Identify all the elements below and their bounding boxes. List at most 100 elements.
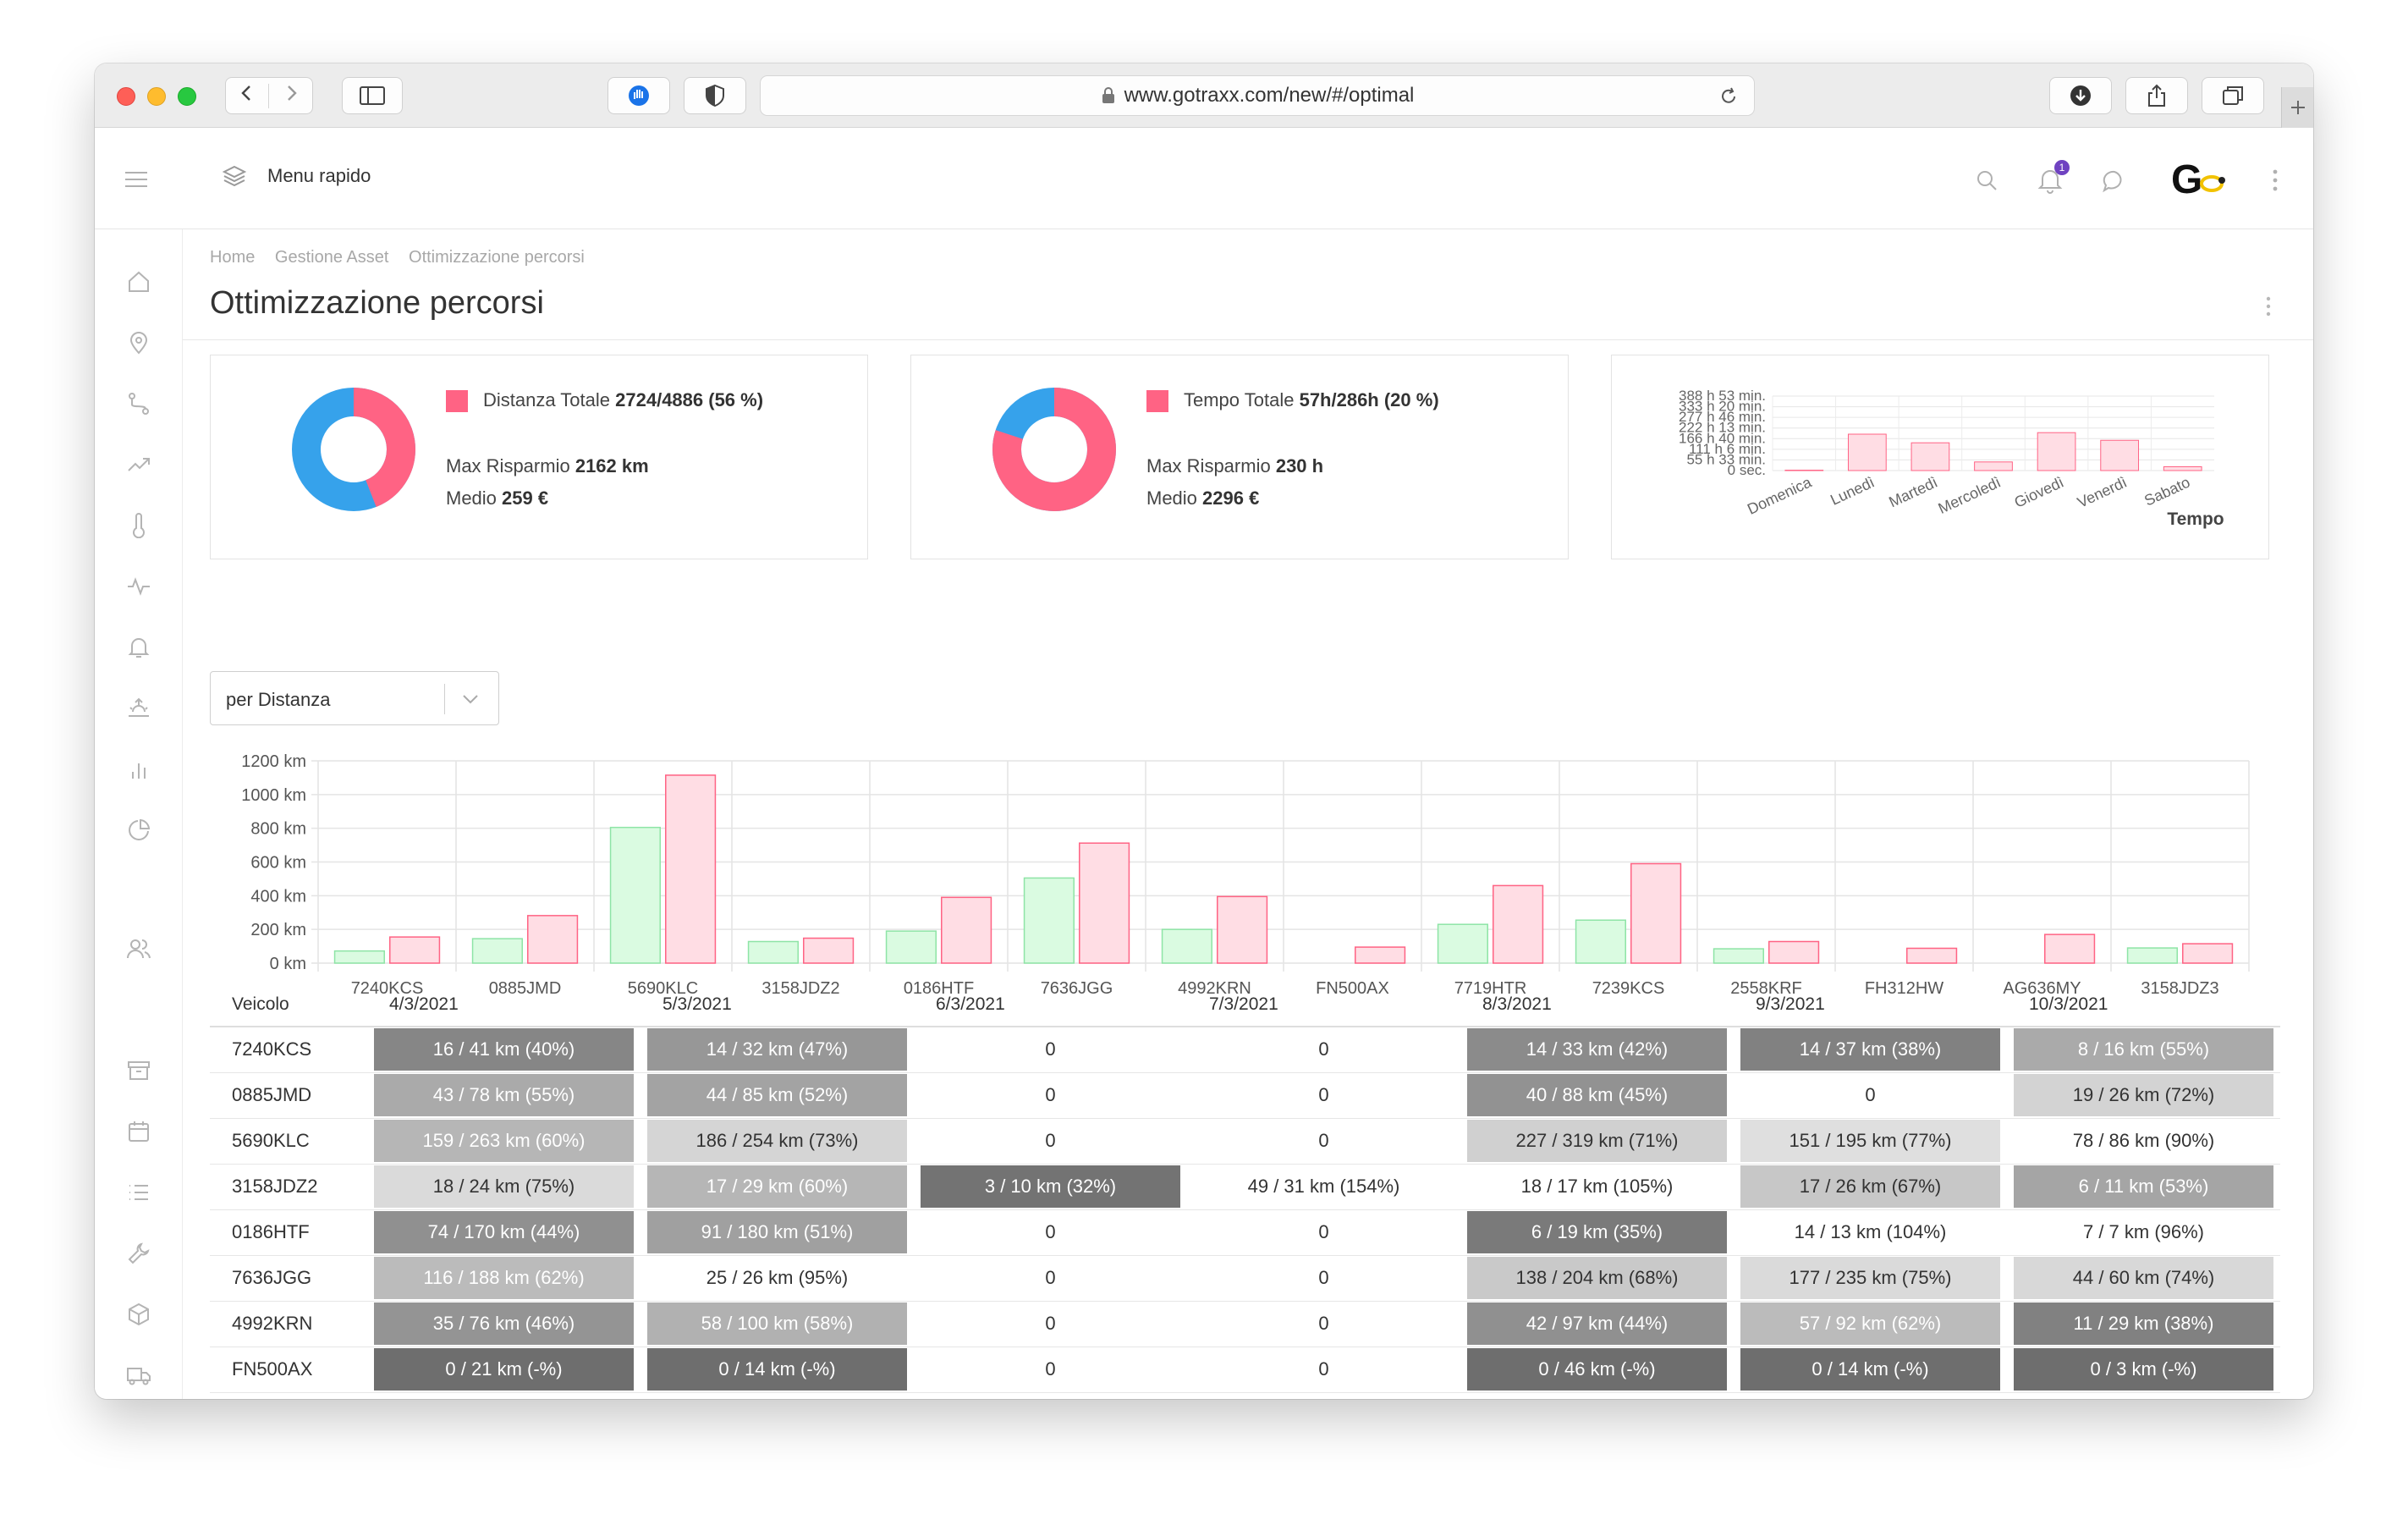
table-row: 4992KRN 35 / 76 km (46%) 58 / 100 km (58%)… bbox=[210, 1301, 2280, 1347]
back-arrow-icon[interactable] bbox=[226, 83, 269, 108]
sidebar-item-map[interactable] bbox=[122, 326, 156, 360]
address-bar[interactable]: www.gotraxx.com/new/#/optimal bbox=[760, 75, 1755, 116]
actual-distance-bar bbox=[1630, 862, 1682, 964]
distance-cell-value: 0 bbox=[1865, 1084, 1876, 1105]
distance-cell-value: 17 / 26 km (67%) bbox=[1740, 1165, 2000, 1208]
distance-saving-label: Max Risparmio bbox=[446, 455, 570, 476]
sidebar-item-users[interactable] bbox=[122, 932, 156, 966]
distance-cell: 57 / 92 km (62%) bbox=[1734, 1301, 2007, 1347]
activity-icon bbox=[128, 577, 150, 596]
breadcrumb-home[interactable]: Home bbox=[210, 248, 256, 267]
share-button[interactable] bbox=[2125, 77, 2188, 114]
distance-cell: 0 bbox=[914, 1255, 1187, 1302]
distance-cell: 0 bbox=[1187, 1027, 1460, 1073]
sidebar-item-temperature[interactable] bbox=[122, 509, 156, 542]
table-row: 7636JGG 116 / 188 km (62%) 25 / 26 km (95%… bbox=[210, 1255, 2280, 1302]
page-title: Ottimizzazione percorsi bbox=[210, 285, 544, 321]
distance-cell-value: 151 / 195 km (77%) bbox=[1740, 1120, 2000, 1162]
table-row: 0186HTF 74 / 170 km (44%) 91 / 180 km (51%… bbox=[210, 1209, 2280, 1256]
new-tab-button[interactable] bbox=[2281, 87, 2313, 128]
table-row: 3158JDZ2 18 / 24 km (75%) 17 / 29 km (60%)… bbox=[210, 1164, 2280, 1210]
sidebar-item-tools[interactable] bbox=[122, 1236, 156, 1270]
distance-cell-value: 78 / 86 km (90%) bbox=[2072, 1130, 2215, 1151]
sidebar-item-stats[interactable] bbox=[122, 752, 156, 786]
distance-cell: 14 / 37 km (38%) bbox=[1734, 1027, 2007, 1073]
url-text: www.gotraxx.com/new/#/optimal bbox=[1124, 84, 1415, 107]
time-total-line: Tempo Totale 57h/286h (20 %) bbox=[1146, 389, 1439, 413]
sidebar-item-archive[interactable] bbox=[122, 1054, 156, 1088]
sidebar-item-sunrise[interactable] bbox=[122, 691, 156, 725]
privacy-button[interactable] bbox=[684, 77, 746, 114]
distance-cell: 17 / 29 km (60%) bbox=[640, 1164, 914, 1210]
distance-cell-value: 7 / 7 km (96%) bbox=[2082, 1221, 2205, 1242]
actual-distance-bar bbox=[389, 936, 441, 964]
chat-icon[interactable] bbox=[2102, 168, 2127, 194]
metric-selector[interactable]: per Distanza bbox=[210, 671, 499, 725]
notification-badge: 1 bbox=[2054, 160, 2070, 175]
sidebar-icon bbox=[360, 86, 385, 105]
distance-avg-label: Medio bbox=[446, 487, 497, 509]
distance-cell-value: 40 / 88 km (45%) bbox=[1467, 1074, 1727, 1116]
distance-cell: 40 / 88 km (45%) bbox=[1460, 1072, 1734, 1119]
actual-distance-bar bbox=[1906, 947, 1958, 964]
notifications-button[interactable]: 1 bbox=[2037, 160, 2070, 197]
distance-saving-line: Max Risparmio 2162 km bbox=[446, 455, 649, 477]
time-avg-line: Medio 2296 € bbox=[1146, 487, 1259, 509]
vehicle-cell: 7240KCS bbox=[210, 1027, 367, 1073]
distance-cell-value: 0 bbox=[1318, 1358, 1329, 1380]
actual-distance-bar bbox=[1355, 946, 1406, 964]
distance-cell-value: 0 bbox=[1318, 1130, 1329, 1151]
quick-menu-button[interactable]: Menu rapido bbox=[222, 163, 371, 189]
distance-cell-value: 14 / 13 km (104%) bbox=[1794, 1221, 1947, 1242]
sidebar-item-alerts[interactable] bbox=[122, 631, 156, 664]
distance-kpi-card: Distanza Totale 2724/4886 (56 %) Max Ris… bbox=[210, 355, 868, 559]
optimized-distance-bar bbox=[471, 938, 523, 964]
sidebar-item-home[interactable] bbox=[122, 265, 156, 299]
extension-button[interactable] bbox=[607, 77, 670, 114]
distance-main-slice bbox=[292, 388, 415, 511]
reload-icon[interactable] bbox=[1718, 86, 1739, 107]
minimize-window-button[interactable] bbox=[147, 87, 166, 106]
sidebar-item-reports[interactable] bbox=[122, 813, 156, 847]
distance-cell-value: 49 / 31 km (154%) bbox=[1247, 1176, 1400, 1197]
table-row: 7240KCS 16 / 41 km (40%) 14 / 32 km (47%) 0… bbox=[210, 1027, 2280, 1073]
distance-cell: 0 bbox=[1187, 1209, 1460, 1256]
distance-cell-value: 0 bbox=[1318, 1084, 1329, 1105]
breadcrumb-asset[interactable]: Gestione Asset bbox=[274, 248, 389, 267]
weekday-label: Giovedì bbox=[2012, 473, 2067, 510]
tabs-overview-button[interactable] bbox=[2202, 77, 2264, 114]
distance-cell-value: 58 / 100 km (58%) bbox=[647, 1302, 907, 1345]
sidebar-item-fleet[interactable] bbox=[122, 1358, 156, 1392]
sidebar-toggle-button[interactable] bbox=[342, 77, 403, 114]
chevron-down-icon bbox=[463, 695, 478, 704]
sidebar-item-calendar[interactable] bbox=[122, 1115, 156, 1148]
downloads-button[interactable] bbox=[2049, 77, 2112, 114]
legend-swatch bbox=[1146, 390, 1168, 413]
distance-cell: 74 / 170 km (44%) bbox=[367, 1209, 640, 1256]
distance-cell-value: 43 / 78 km (55%) bbox=[374, 1074, 634, 1116]
close-window-button[interactable] bbox=[117, 87, 135, 106]
distance-cell: 18 / 24 km (75%) bbox=[367, 1164, 640, 1210]
sidebar-item-routes[interactable] bbox=[122, 387, 156, 421]
distance-cell-value: 74 / 170 km (44%) bbox=[374, 1211, 634, 1253]
page-options-icon[interactable] bbox=[2264, 295, 2273, 317]
sidebar-item-packages[interactable] bbox=[122, 1297, 156, 1331]
actual-distance-bar bbox=[527, 915, 579, 964]
sidebar-item-activity[interactable] bbox=[122, 570, 156, 603]
forward-arrow-icon[interactable] bbox=[269, 84, 312, 108]
distance-cell-value: 138 / 204 km (68%) bbox=[1467, 1257, 1727, 1299]
distance-cell-value: 25 / 26 km (95%) bbox=[706, 1267, 849, 1288]
hamburger-menu-icon[interactable] bbox=[124, 170, 149, 189]
sidebar-item-list[interactable] bbox=[122, 1176, 156, 1209]
distance-cell-value: 16 / 41 km (40%) bbox=[374, 1028, 634, 1071]
distance-cell-value: 0 / 14 km (-%) bbox=[647, 1348, 907, 1391]
sidebar-item-trends[interactable] bbox=[122, 448, 156, 482]
weekday-bar bbox=[1910, 442, 1950, 471]
zoom-window-button[interactable] bbox=[178, 87, 196, 106]
search-icon[interactable] bbox=[1975, 168, 1998, 192]
distance-cell: 91 / 180 km (51%) bbox=[640, 1209, 914, 1256]
more-vertical-icon[interactable] bbox=[2271, 168, 2279, 192]
vehicle-cell: 3158JDZ2 bbox=[210, 1164, 367, 1210]
layers-icon bbox=[222, 165, 247, 187]
optimized-distance-bar bbox=[1575, 919, 1626, 964]
